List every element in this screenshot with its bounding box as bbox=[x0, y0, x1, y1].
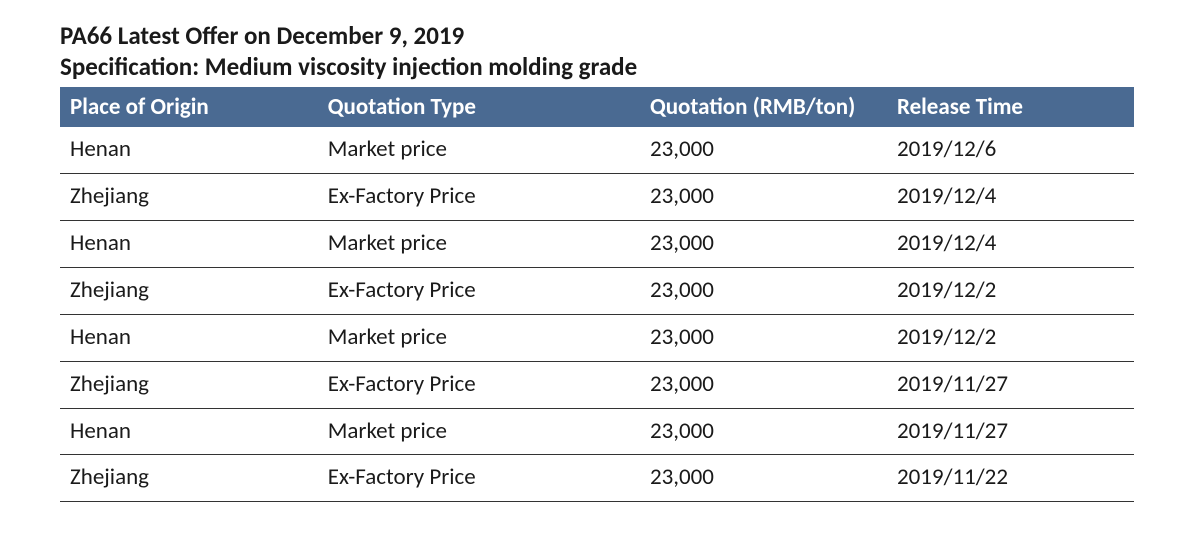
cell-place: Zhejiang bbox=[60, 174, 318, 221]
cell-release: 2019/12/6 bbox=[887, 127, 1134, 173]
cell-quote: 23,000 bbox=[640, 455, 887, 502]
title-line-2: Specification: Medium viscosity injectio… bbox=[60, 51, 1134, 82]
quotation-table: Place of Origin Quotation Type Quotation… bbox=[60, 87, 1134, 503]
table-row: Zhejiang Ex-Factory Price 23,000 2019/11… bbox=[60, 455, 1134, 502]
table-header-row: Place of Origin Quotation Type Quotation… bbox=[60, 87, 1134, 128]
cell-quote: 23,000 bbox=[640, 221, 887, 268]
table-row: Henan Market price 23,000 2019/12/4 bbox=[60, 221, 1134, 268]
cell-quote: 23,000 bbox=[640, 408, 887, 455]
cell-quote: 23,000 bbox=[640, 127, 887, 173]
cell-release: 2019/11/27 bbox=[887, 408, 1134, 455]
cell-place: Zhejiang bbox=[60, 455, 318, 502]
cell-release: 2019/11/27 bbox=[887, 361, 1134, 408]
cell-qtype: Ex-Factory Price bbox=[318, 267, 640, 314]
table-row: Henan Market price 23,000 2019/11/27 bbox=[60, 408, 1134, 455]
cell-place: Henan bbox=[60, 314, 318, 361]
table-row: Zhejiang Ex-Factory Price 23,000 2019/12… bbox=[60, 267, 1134, 314]
col-header-release: Release Time bbox=[887, 87, 1134, 128]
cell-quote: 23,000 bbox=[640, 267, 887, 314]
cell-quote: 23,000 bbox=[640, 361, 887, 408]
cell-release: 2019/12/2 bbox=[887, 314, 1134, 361]
table-row: Zhejiang Ex-Factory Price 23,000 2019/11… bbox=[60, 361, 1134, 408]
table-body: Henan Market price 23,000 2019/12/6 Zhej… bbox=[60, 127, 1134, 502]
cell-place: Zhejiang bbox=[60, 361, 318, 408]
cell-release: 2019/12/4 bbox=[887, 174, 1134, 221]
cell-qtype: Ex-Factory Price bbox=[318, 455, 640, 502]
col-header-qtype: Quotation Type bbox=[318, 87, 640, 128]
col-header-place: Place of Origin bbox=[60, 87, 318, 128]
cell-release: 2019/11/22 bbox=[887, 455, 1134, 502]
table-row: Zhejiang Ex-Factory Price 23,000 2019/12… bbox=[60, 174, 1134, 221]
col-header-quote: Quotation (RMB/ton) bbox=[640, 87, 887, 128]
cell-place: Henan bbox=[60, 127, 318, 173]
cell-qtype: Ex-Factory Price bbox=[318, 361, 640, 408]
title-line-1: PA66 Latest Offer on December 9, 2019 bbox=[60, 20, 1134, 51]
table-row: Henan Market price 23,000 2019/12/2 bbox=[60, 314, 1134, 361]
cell-qtype: Market price bbox=[318, 221, 640, 268]
cell-quote: 23,000 bbox=[640, 314, 887, 361]
cell-release: 2019/12/4 bbox=[887, 221, 1134, 268]
cell-qtype: Market price bbox=[318, 127, 640, 173]
cell-qtype: Market price bbox=[318, 314, 640, 361]
cell-place: Henan bbox=[60, 408, 318, 455]
title-block: PA66 Latest Offer on December 9, 2019 Sp… bbox=[60, 20, 1134, 83]
table-row: Henan Market price 23,000 2019/12/6 bbox=[60, 127, 1134, 173]
cell-place: Zhejiang bbox=[60, 267, 318, 314]
cell-qtype: Market price bbox=[318, 408, 640, 455]
cell-qtype: Ex-Factory Price bbox=[318, 174, 640, 221]
cell-place: Henan bbox=[60, 221, 318, 268]
cell-quote: 23,000 bbox=[640, 174, 887, 221]
cell-release: 2019/12/2 bbox=[887, 267, 1134, 314]
